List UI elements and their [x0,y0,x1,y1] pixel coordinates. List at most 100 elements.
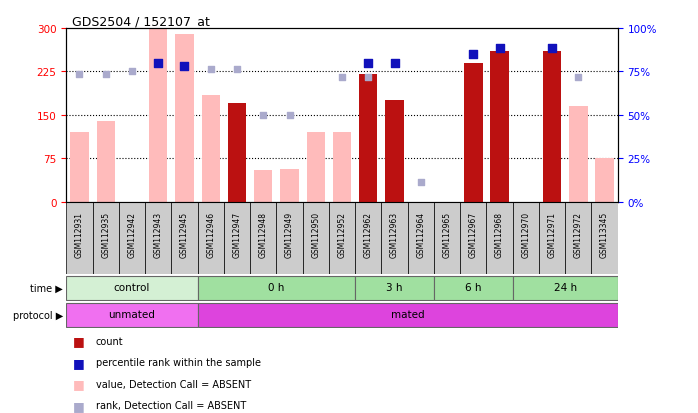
Text: GSM112949: GSM112949 [285,211,294,257]
Bar [96,121,115,202]
FancyBboxPatch shape [434,202,460,275]
FancyBboxPatch shape [145,202,171,275]
Text: percentile rank within the sample: percentile rank within the sample [96,357,260,367]
Point [232,66,243,73]
Bar [306,133,325,202]
FancyBboxPatch shape [329,202,355,275]
Text: protocol ▶: protocol ▶ [13,310,63,320]
Text: ■: ■ [73,334,85,347]
Text: unmated: unmated [108,309,156,319]
Bar [202,95,220,202]
Text: GSM112963: GSM112963 [390,211,399,257]
Bar [464,64,482,202]
Point [389,60,400,67]
Bar [543,52,561,202]
Bar [491,52,509,202]
Point [153,60,164,67]
FancyBboxPatch shape [250,202,276,275]
Bar [228,104,246,202]
Text: GSM112942: GSM112942 [128,211,136,257]
Point [494,46,505,52]
Text: time ▶: time ▶ [30,283,63,293]
Bar [595,159,614,202]
Point [363,60,374,67]
Bar [254,171,272,202]
Text: GSM112972: GSM112972 [574,211,583,257]
Point [258,112,269,119]
Point [468,52,479,58]
Bar [149,29,168,202]
Text: GSM112946: GSM112946 [206,211,215,257]
Text: 24 h: 24 h [554,282,577,292]
Text: GSM112931: GSM112931 [75,211,84,257]
FancyBboxPatch shape [276,202,303,275]
Point [205,66,216,73]
Bar [569,107,588,202]
Point [284,112,295,119]
Text: GSM112948: GSM112948 [259,211,268,257]
FancyBboxPatch shape [381,202,408,275]
Text: GSM112945: GSM112945 [180,211,189,257]
FancyBboxPatch shape [198,276,355,300]
Bar [385,101,403,202]
FancyBboxPatch shape [93,202,119,275]
FancyBboxPatch shape [513,276,618,300]
FancyBboxPatch shape [539,202,565,275]
Text: count: count [96,336,124,346]
Point [126,69,138,76]
Bar [175,35,193,202]
Text: GSM112950: GSM112950 [311,211,320,257]
Text: GSM112964: GSM112964 [416,211,425,257]
Text: ■: ■ [73,377,85,390]
Bar [333,133,351,202]
Point [547,46,558,52]
Text: rank, Detection Call = ABSENT: rank, Detection Call = ABSENT [96,400,246,410]
Text: GSM112935: GSM112935 [101,211,110,257]
FancyBboxPatch shape [434,276,513,300]
FancyBboxPatch shape [171,202,198,275]
FancyBboxPatch shape [460,202,487,275]
Text: ■: ■ [73,399,85,412]
Bar [70,133,89,202]
Text: GSM112970: GSM112970 [521,211,530,257]
Text: 0 h: 0 h [268,282,285,292]
Text: 6 h: 6 h [465,282,482,292]
Text: GSM112947: GSM112947 [232,211,242,257]
FancyBboxPatch shape [408,202,434,275]
Point [100,72,111,78]
Point [179,63,190,70]
FancyBboxPatch shape [565,202,591,275]
Text: GSM112962: GSM112962 [364,211,373,257]
Text: GSM112971: GSM112971 [548,211,556,257]
Text: GSM112943: GSM112943 [154,211,163,257]
Point [363,75,374,81]
Text: 3 h: 3 h [386,282,403,292]
Text: GSM112967: GSM112967 [469,211,478,257]
FancyBboxPatch shape [66,303,198,327]
FancyBboxPatch shape [66,276,198,300]
Bar [281,169,299,202]
Text: control: control [114,282,150,292]
Point [74,72,85,78]
FancyBboxPatch shape [355,276,434,300]
Text: value, Detection Call = ABSENT: value, Detection Call = ABSENT [96,379,251,389]
Point [179,63,190,70]
FancyBboxPatch shape [224,202,250,275]
Point [415,179,426,185]
Text: GSM113345: GSM113345 [600,211,609,257]
FancyBboxPatch shape [198,303,618,327]
Point [336,75,348,81]
FancyBboxPatch shape [119,202,145,275]
FancyBboxPatch shape [487,202,513,275]
FancyBboxPatch shape [66,202,93,275]
Text: GSM112952: GSM112952 [338,211,346,257]
FancyBboxPatch shape [303,202,329,275]
FancyBboxPatch shape [513,202,539,275]
Bar [359,75,378,202]
Text: mated: mated [391,309,424,319]
Text: GSM112968: GSM112968 [495,211,504,257]
Text: GDS2504 / 152107_at: GDS2504 / 152107_at [72,15,209,28]
FancyBboxPatch shape [355,202,381,275]
Text: ■: ■ [73,356,85,369]
FancyBboxPatch shape [198,202,224,275]
